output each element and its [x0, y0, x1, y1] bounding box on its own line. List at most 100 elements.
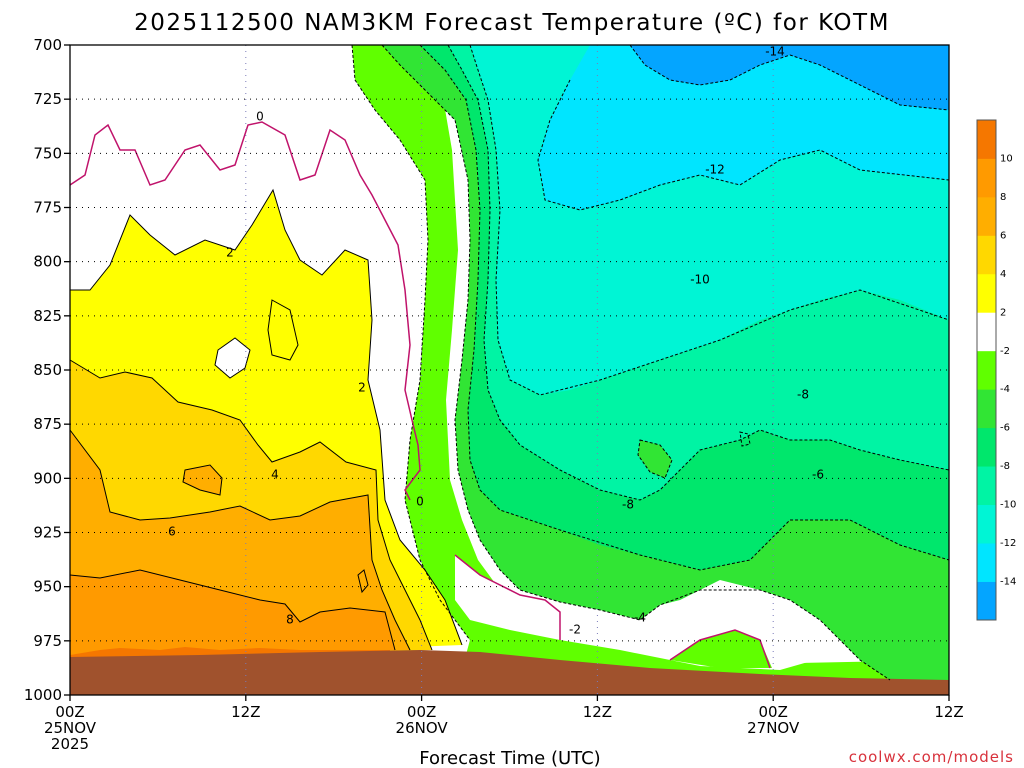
contour-label: 2 [358, 381, 366, 395]
band-neg12-to-neg14 [538, 45, 949, 210]
contour-label: -14 [765, 45, 785, 59]
band-neg2-to-neg4 [352, 45, 949, 695]
colorbar-swatch [977, 350, 996, 390]
contour-label: -4 [634, 611, 646, 625]
contour-neg12 [537, 79, 950, 211]
y-tick-label: 900 [33, 469, 62, 487]
contour-0-low-right [669, 629, 771, 669]
y-tick-label: 1000 [24, 686, 62, 704]
x-tick-label: 00Z [55, 703, 84, 721]
colorbar-swatch [977, 427, 996, 467]
y-tick-label: 725 [33, 90, 62, 108]
colorbar-label: -4 [1000, 384, 1010, 395]
contour-2-pocket-white [214, 337, 251, 379]
x-tick-label: 2025 [51, 735, 89, 753]
contour-label: 8 [286, 613, 294, 627]
colorbar-swatch [977, 158, 996, 198]
contour-6 [69, 429, 411, 651]
contour-neg4 [381, 44, 891, 681]
pocket-warm-2-to-4-upper [268, 300, 298, 360]
colorbar-swatch [977, 543, 996, 582]
contour-label: 6 [168, 525, 176, 539]
pocket-6-to-8 [183, 465, 222, 495]
contour-8 [69, 569, 396, 651]
colorbar-label: 2 [1000, 307, 1006, 318]
y-tick-label: 825 [33, 307, 62, 325]
contour-neg2 [351, 44, 471, 641]
colorbar-label: -14 [1000, 577, 1016, 588]
contour-2 [70, 188, 463, 646]
contour-label: 0 [256, 110, 264, 124]
colorbar-swatch [977, 273, 996, 313]
y-axis: 700 725 750 775 800 825 850 875 900 925 950 975 1000 [24, 36, 70, 704]
colorbar-swatch [977, 235, 996, 275]
band-below-neg14 [630, 45, 949, 110]
contour-0-low-left [454, 554, 561, 640]
x-axis-label: Forecast Time (UTC) [419, 748, 600, 768]
contour-6-pocket [182, 464, 223, 496]
y-tick-label: 975 [33, 632, 62, 650]
x-tick-label: 00Z [407, 703, 436, 721]
colorbar-swatch [977, 581, 996, 621]
x-tick-label: 12Z [934, 703, 963, 721]
contour-label: -10 [690, 273, 710, 287]
contour-8-pocket [357, 569, 369, 594]
colorbar-label: 6 [1000, 230, 1006, 241]
colorbar-swatch [977, 389, 996, 429]
colorbar-label: -6 [1000, 423, 1010, 434]
colorbar-swatch [977, 196, 996, 236]
y-tick-label: 925 [33, 524, 62, 542]
grid-lines [70, 45, 949, 695]
y-tick-label: 950 [33, 578, 62, 596]
contour-label: -12 [705, 163, 725, 177]
y-tick-label: 700 [33, 36, 62, 54]
colorbar-swatch [977, 466, 996, 506]
contour-lines [69, 44, 950, 681]
ground-terrain [70, 650, 949, 695]
colorbar-swatch [977, 312, 996, 352]
colorbar-swatch [977, 504, 996, 544]
contour-neg8 [447, 44, 950, 501]
contour-label: -6 [812, 468, 824, 482]
contour-label: 4 [271, 468, 279, 482]
contour-label: -8 [797, 388, 809, 402]
contour-0-freezing-line [69, 121, 421, 501]
contour-neg10 [469, 44, 950, 396]
credit-link[interactable]: coolwx.com/models [849, 748, 1014, 766]
colorbar-label: -2 [1000, 346, 1010, 357]
plot-area [70, 45, 949, 695]
colorbar-frame [976, 119, 997, 621]
contour-label: -8 [622, 498, 634, 512]
contour-label: 0 [416, 495, 424, 509]
contour-2-pocket [267, 299, 299, 361]
x-tick-label: 27NOV [747, 719, 800, 737]
contour-neg6-pocket [637, 439, 673, 479]
colorbar-swatch [977, 120, 996, 159]
contour-label: -2 [569, 623, 581, 637]
x-tick-label: 26NOV [396, 719, 449, 737]
band-8-to-10 [70, 570, 395, 660]
contour-neg14 [629, 44, 950, 111]
contour-labels: -14 -12 -10 -8 -8 -6 -4 -2 0 0 2 2 4 6 8 [168, 45, 824, 637]
contour-4 [69, 359, 433, 651]
colorbar-label: -12 [1000, 538, 1016, 549]
colorbar-label: -10 [1000, 500, 1016, 511]
contour-neg6-dot [739, 431, 751, 447]
pocket-above-freezing-white [215, 338, 250, 378]
x-tick-label: 00Z [759, 703, 788, 721]
contour-neg6 [419, 44, 950, 571]
colorbar-label: 8 [1000, 192, 1006, 203]
y-tick-label: 800 [33, 253, 62, 271]
colorbar-label: 4 [1000, 269, 1006, 280]
colorbar-label: -8 [1000, 461, 1010, 472]
x-tick-label: 12Z [583, 703, 612, 721]
contour-label: 2 [226, 246, 234, 260]
x-tick-label: 12Z [231, 703, 260, 721]
chart-title: 2025112500 NAM3KM Forecast Temperature (… [134, 10, 890, 36]
colorbar-label: 10 [1000, 153, 1013, 164]
y-tick-label: 775 [33, 199, 62, 217]
y-tick-label: 750 [33, 144, 62, 162]
y-tick-label: 850 [33, 361, 62, 379]
